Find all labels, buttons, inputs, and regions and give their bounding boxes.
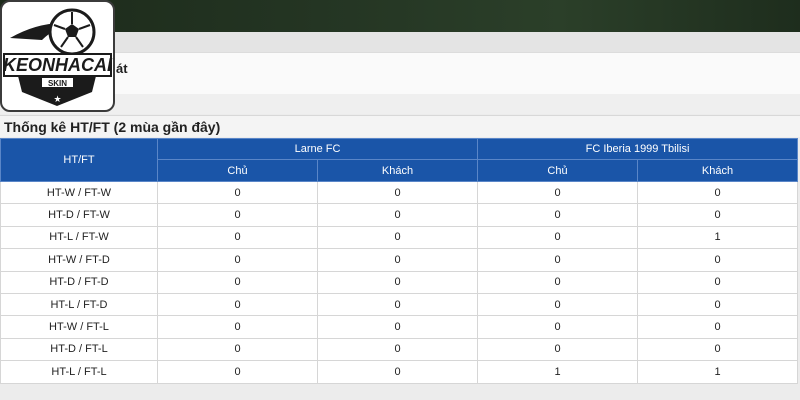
stat-cell: 0 [316, 315, 479, 339]
header-strip [0, 32, 800, 52]
table-row: HT-D / FT-L 0 0 0 0 [0, 337, 799, 362]
stat-cell: 0 [637, 203, 799, 227]
stat-cell: 1 [637, 360, 799, 384]
row-label: HT-L / FT-D [0, 292, 158, 317]
stat-cell: 0 [316, 270, 479, 294]
stat-cell: 0 [477, 337, 639, 362]
row-label: HT-W / FT-D [0, 248, 158, 272]
panel-text: át [116, 61, 128, 76]
stat-cell: 0 [477, 180, 639, 205]
section-title: Thống kê HT/FT (2 mùa gần đây) [0, 115, 800, 137]
stat-cell: 0 [477, 225, 639, 250]
row-label: HT-W / FT-W [0, 180, 158, 205]
stat-cell: 0 [316, 248, 479, 272]
stat-cell: 0 [477, 248, 639, 272]
sub-header-away: Khách [637, 159, 799, 182]
sub-header-away: Khách [316, 159, 479, 182]
stat-cell: 0 [157, 337, 318, 362]
stat-cell: 0 [157, 203, 318, 227]
stat-cell: 0 [157, 292, 318, 317]
table-row: HT-L / FT-L 0 0 1 1 [0, 360, 799, 384]
row-label: HT-W / FT-L [0, 315, 158, 339]
row-label: HT-D / FT-D [0, 270, 158, 294]
info-panel: át [110, 52, 800, 96]
table-row: HT-L / FT-W 0 0 0 1 [0, 225, 799, 250]
stat-cell: 1 [477, 360, 639, 384]
logo-emblem-icon: KEONHACAI SKIN ★ [3, 8, 113, 106]
team-header-iberia: FC Iberia 1999 Tbilisi [477, 138, 799, 160]
stat-cell: 0 [637, 292, 799, 317]
table-row: HT-L / FT-D 0 0 0 0 [0, 292, 799, 317]
stat-cell: 0 [157, 248, 318, 272]
stat-cell: 0 [157, 360, 318, 384]
stat-cell: 1 [637, 225, 799, 250]
stat-cell: 0 [477, 292, 639, 317]
stat-cell: 0 [316, 360, 479, 384]
stat-cell: 0 [316, 225, 479, 250]
stat-cell: 0 [637, 337, 799, 362]
sub-header-home: Chủ [157, 159, 318, 182]
stat-cell: 0 [157, 180, 318, 205]
stat-cell: 0 [157, 225, 318, 250]
stat-cell: 0 [157, 315, 318, 339]
logo-subtext: SKIN [48, 79, 67, 88]
spacer [0, 94, 800, 114]
stat-cell: 0 [637, 270, 799, 294]
stat-cell: 0 [477, 203, 639, 227]
table-row: HT-W / FT-W 0 0 0 0 [0, 180, 799, 205]
logo-text: KEONHACAI [3, 55, 113, 75]
stat-cell: 0 [477, 315, 639, 339]
table-row: HT-W / FT-D 0 0 0 0 [0, 248, 799, 272]
row-label: HT-D / FT-W [0, 203, 158, 227]
row-label: HT-L / FT-L [0, 360, 158, 384]
stat-cell: 0 [157, 270, 318, 294]
site-logo[interactable]: KEONHACAI SKIN ★ [0, 0, 115, 112]
stat-cell: 0 [316, 292, 479, 317]
htft-column-header: HT/FT [0, 138, 158, 182]
stat-cell: 0 [637, 248, 799, 272]
table-row: HT-D / FT-D 0 0 0 0 [0, 270, 799, 294]
sub-header-home: Chủ [477, 159, 639, 182]
stat-cell: 0 [637, 315, 799, 339]
stat-cell: 0 [316, 180, 479, 205]
row-label: HT-L / FT-W [0, 225, 158, 250]
stat-cell: 0 [637, 180, 799, 205]
team-header-larne: Larne FC [156, 138, 479, 160]
top-banner [0, 0, 800, 32]
stat-cell: 0 [316, 203, 479, 227]
stat-cell: 0 [316, 337, 479, 362]
htft-stats-table: HT/FT Larne FC FC Iberia 1999 Tbilisi Ch… [0, 138, 799, 384]
row-label: HT-D / FT-L [0, 337, 158, 362]
table-row: HT-W / FT-L 0 0 0 0 [0, 315, 799, 339]
svg-text:★: ★ [53, 94, 61, 104]
stat-cell: 0 [477, 270, 639, 294]
table-row: HT-D / FT-W 0 0 0 0 [0, 203, 799, 227]
